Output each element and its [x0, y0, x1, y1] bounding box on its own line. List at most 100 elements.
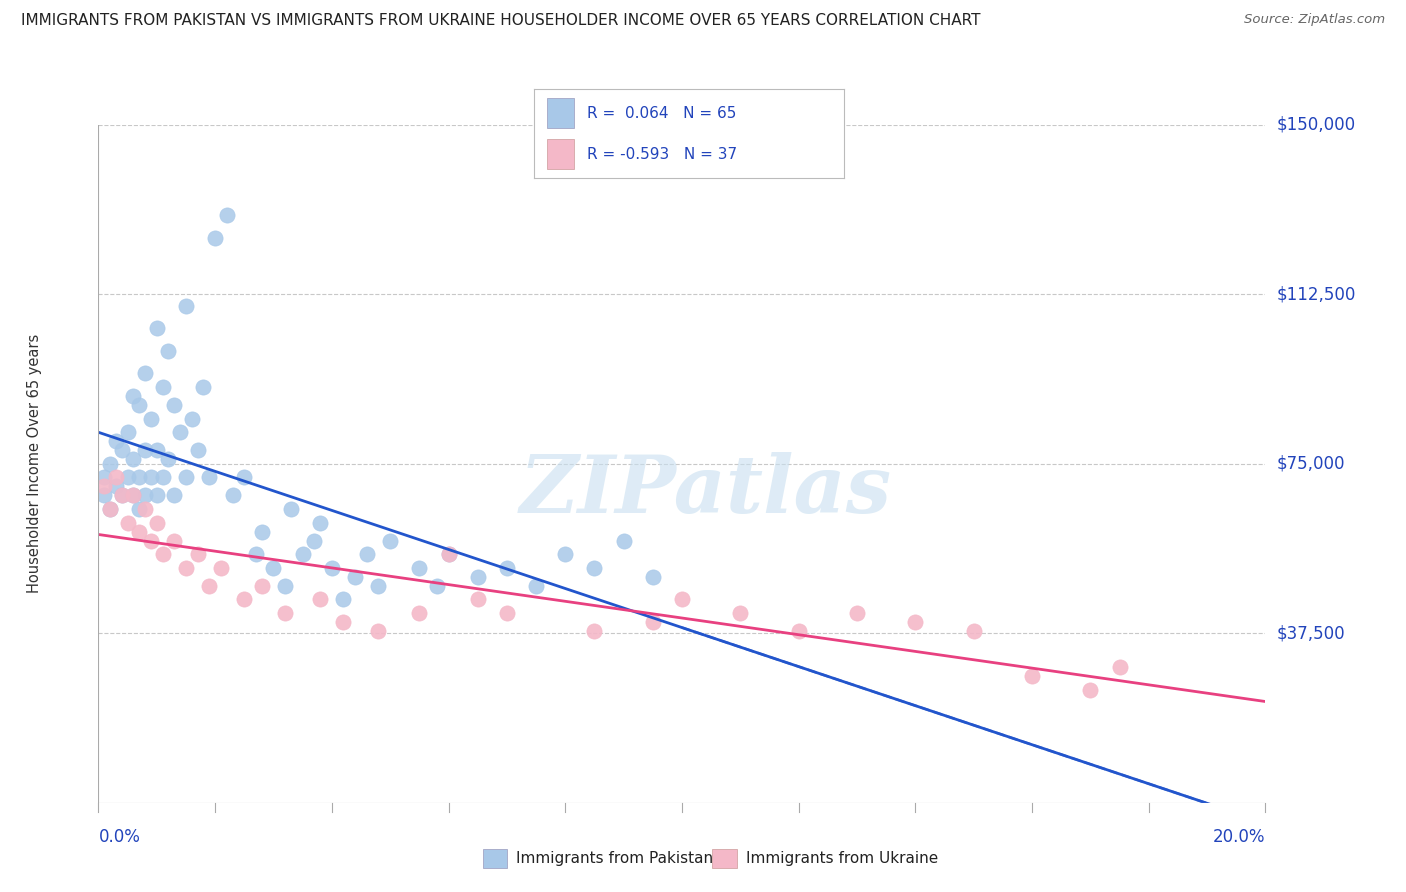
Text: $112,500: $112,500 [1277, 285, 1355, 303]
Point [111, 488, 134, 502]
Point [93, 488, 115, 502]
Text: $75,000: $75,000 [1277, 455, 1346, 473]
Point [146, 443, 169, 458]
Point [309, 516, 332, 530]
Point [250, 524, 273, 539]
Point [274, 579, 297, 593]
Point [146, 488, 169, 502]
Point [134, 443, 156, 458]
Point [146, 321, 169, 335]
Point [157, 452, 180, 467]
Point [98, 502, 121, 516]
Point [309, 592, 332, 607]
Point [152, 547, 174, 561]
Point [111, 443, 134, 458]
Point [104, 434, 127, 449]
Point [280, 502, 302, 516]
Point [122, 389, 145, 403]
Point [174, 561, 197, 575]
Point [111, 488, 134, 502]
Bar [482, 849, 508, 869]
Point [467, 592, 489, 607]
Text: Immigrants from Ukraine: Immigrants from Ukraine [745, 851, 938, 866]
Point [134, 502, 156, 516]
Point [117, 516, 139, 530]
Point [104, 470, 127, 484]
Point [367, 579, 389, 593]
Point [495, 561, 517, 575]
Point [344, 570, 367, 584]
Point [215, 208, 238, 222]
Point [187, 443, 209, 458]
Point [262, 561, 284, 575]
Point [245, 547, 267, 561]
Point [93, 479, 115, 493]
Point [524, 579, 547, 593]
Text: $37,500: $37,500 [1277, 624, 1346, 642]
Bar [547, 139, 575, 169]
Point [332, 592, 354, 607]
Point [845, 606, 868, 620]
Point [139, 470, 162, 484]
Point [437, 547, 460, 561]
Point [1108, 660, 1130, 674]
Point [641, 570, 664, 584]
Point [671, 592, 693, 607]
Point [104, 479, 127, 493]
Point [612, 533, 634, 548]
Point [134, 367, 156, 381]
Point [962, 624, 984, 638]
Point [128, 470, 150, 484]
Bar [547, 98, 575, 128]
Point [163, 398, 186, 412]
Point [787, 624, 810, 638]
Point [128, 398, 150, 412]
Point [583, 561, 606, 575]
Text: Immigrants from Pakistan: Immigrants from Pakistan [516, 851, 713, 866]
Point [356, 547, 378, 561]
Point [193, 380, 215, 394]
Point [128, 502, 150, 516]
Point [128, 524, 150, 539]
Point [174, 299, 197, 313]
Point [332, 615, 354, 629]
Text: 0.0%: 0.0% [98, 828, 141, 846]
Point [169, 425, 191, 440]
Point [437, 547, 460, 561]
Point [274, 606, 297, 620]
Point [1021, 669, 1043, 683]
Point [408, 606, 430, 620]
Point [641, 615, 664, 629]
Point [321, 561, 343, 575]
Point [367, 624, 389, 638]
Point [152, 470, 174, 484]
Text: $150,000: $150,000 [1277, 116, 1355, 134]
Text: Householder Income Over 65 years: Householder Income Over 65 years [27, 334, 42, 593]
Point [583, 624, 606, 638]
Point [554, 547, 576, 561]
Text: Source: ZipAtlas.com: Source: ZipAtlas.com [1244, 13, 1385, 27]
Text: IMMIGRANTS FROM PAKISTAN VS IMMIGRANTS FROM UKRAINE HOUSEHOLDER INCOME OVER 65 Y: IMMIGRANTS FROM PAKISTAN VS IMMIGRANTS F… [21, 13, 980, 29]
Point [408, 561, 430, 575]
Point [122, 488, 145, 502]
Text: ZIPatlas: ZIPatlas [519, 452, 891, 530]
Point [198, 579, 221, 593]
Point [98, 502, 121, 516]
Point [122, 452, 145, 467]
Point [209, 561, 232, 575]
Point [93, 470, 115, 484]
Point [146, 516, 169, 530]
Point [117, 470, 139, 484]
Point [467, 570, 489, 584]
Text: R = -0.593   N = 37: R = -0.593 N = 37 [586, 147, 737, 161]
Point [221, 488, 243, 502]
Point [426, 579, 449, 593]
Point [233, 470, 256, 484]
Text: R =  0.064   N = 65: R = 0.064 N = 65 [586, 106, 737, 120]
Point [139, 411, 162, 425]
Point [728, 606, 751, 620]
Point [291, 547, 314, 561]
Point [1080, 682, 1102, 697]
Point [157, 343, 180, 358]
Point [134, 488, 156, 502]
